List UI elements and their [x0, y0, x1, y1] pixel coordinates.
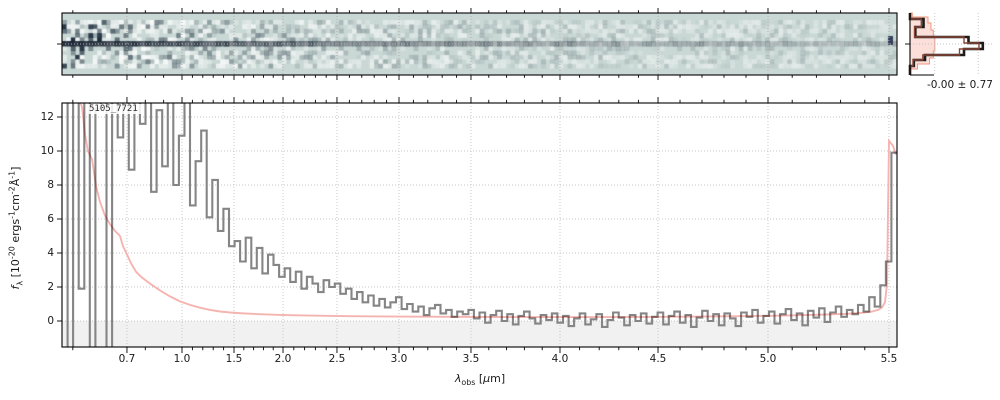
histogram-stats-annotation: -0.00 ± 0.77: [926, 79, 993, 91]
2d-gridlines: [62, 13, 897, 75]
y-tick-label: 8: [47, 178, 54, 191]
hist-model-outline: [909, 13, 980, 75]
y-tick-label: 0: [47, 314, 54, 327]
axis-ticks: [57, 8, 910, 353]
x-tick-label: 3.0: [390, 353, 408, 365]
y-tick-label: 4: [47, 246, 54, 259]
x-tick-label: 5.0: [759, 353, 777, 365]
x-tick-label: 2.5: [328, 353, 346, 365]
x-tick-label: 1.0: [173, 353, 191, 365]
hist-data-outline: [908, 13, 985, 75]
x-tick-label: 5.5: [880, 353, 898, 365]
main-gridlines: [62, 103, 897, 347]
error-line: [79, 103, 897, 319]
main-panel-frame: [61, 102, 898, 348]
y-tick-label: 6: [47, 212, 54, 225]
x-tick-label: 4.0: [551, 353, 569, 365]
y-tick-label: 2: [47, 280, 54, 293]
x-tick-label: 0.7: [118, 353, 136, 365]
spectrum-series: [66, 103, 897, 347]
2d-panel-frame: [61, 12, 898, 76]
x-axis-label: λobs [μm]: [454, 372, 506, 388]
x-tick-label: 3.5: [462, 353, 480, 365]
noise-histogram: [908, 12, 993, 76]
x-tick-label: 4.5: [649, 353, 667, 365]
flux-step-line: [66, 103, 897, 347]
x-tick-label: 2.0: [274, 353, 292, 365]
y-tick-label: 12: [40, 110, 54, 123]
y-tick-label: 10: [40, 144, 54, 157]
x-tick-label: 1.5: [225, 353, 243, 365]
source-id-label: 5105_7721: [86, 104, 141, 114]
below-zero-band: [62, 321, 897, 347]
